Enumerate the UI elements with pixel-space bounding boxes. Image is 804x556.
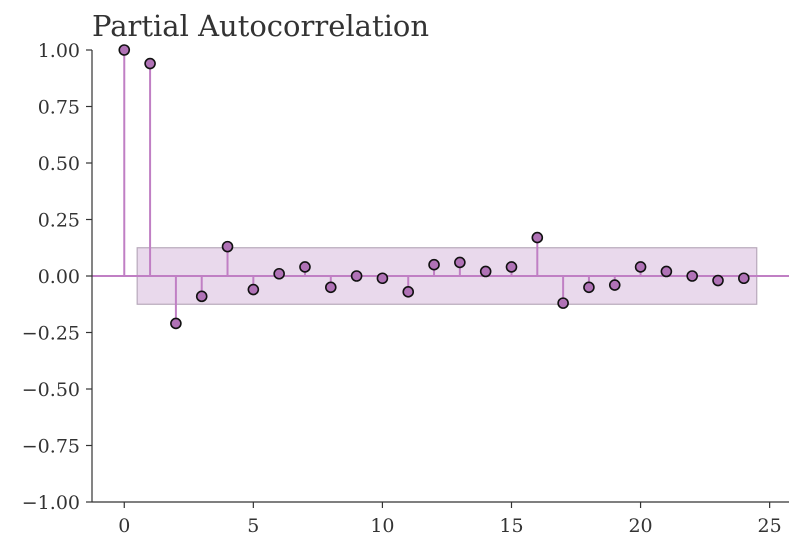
y-tick-label: −0.50 (22, 379, 80, 401)
marker-lag-22 (686, 270, 698, 282)
marker-lag-6 (273, 267, 285, 280)
x-tick-label: 5 (247, 515, 259, 537)
chart-title: Partial Autocorrelation (92, 9, 429, 43)
x-tick-label: 25 (758, 515, 782, 537)
marker-lag-18 (583, 281, 595, 294)
marker-lag-0 (118, 44, 131, 56)
marker-lag-13 (454, 256, 466, 269)
x-tick-label: 0 (118, 515, 130, 537)
marker-lag-17 (557, 297, 569, 309)
y-ticks-layer: 1.00 0.75 0.50 0.25 0.00 −0.25 −0.50 −0.75 −1.00 (22, 40, 92, 514)
marker-lag-4 (221, 240, 234, 253)
y-tick-label: 0.25 (38, 210, 80, 232)
marker-lag-1 (144, 57, 156, 70)
x-tick-label: 15 (499, 515, 523, 537)
y-tick-label: 0.00 (38, 266, 80, 288)
y-tick-label: −0.25 (22, 323, 80, 345)
markers-layer (118, 44, 750, 330)
marker-lag-7 (299, 261, 311, 273)
y-tick-label: 1.00 (38, 40, 80, 62)
marker-lag-11 (402, 286, 415, 298)
marker-lag-15 (505, 261, 518, 273)
x-ticks-layer: 0 5 10 15 20 25 (118, 502, 782, 537)
marker-lag-16 (531, 231, 544, 244)
x-tick-label: 20 (628, 515, 652, 537)
marker-lag-2 (170, 317, 182, 330)
y-tick-label: 0.75 (38, 97, 80, 119)
marker-lag-21 (660, 265, 673, 278)
marker-lag-24 (738, 272, 750, 285)
marker-lag-9 (350, 270, 363, 282)
marker-lag-5 (247, 283, 260, 296)
y-tick-label: 0.50 (38, 153, 80, 175)
marker-lag-14 (479, 265, 492, 278)
marker-lag-20 (634, 261, 647, 273)
y-tick-label: −1.00 (22, 492, 80, 514)
marker-lag-19 (608, 279, 621, 291)
marker-lag-12 (428, 258, 440, 271)
marker-lag-10 (376, 272, 389, 285)
x-tick-label: 10 (370, 515, 394, 537)
marker-lag-8 (324, 281, 337, 294)
y-tick-label: −0.75 (22, 436, 80, 458)
marker-lag-3 (195, 290, 208, 303)
marker-lag-23 (712, 274, 724, 287)
